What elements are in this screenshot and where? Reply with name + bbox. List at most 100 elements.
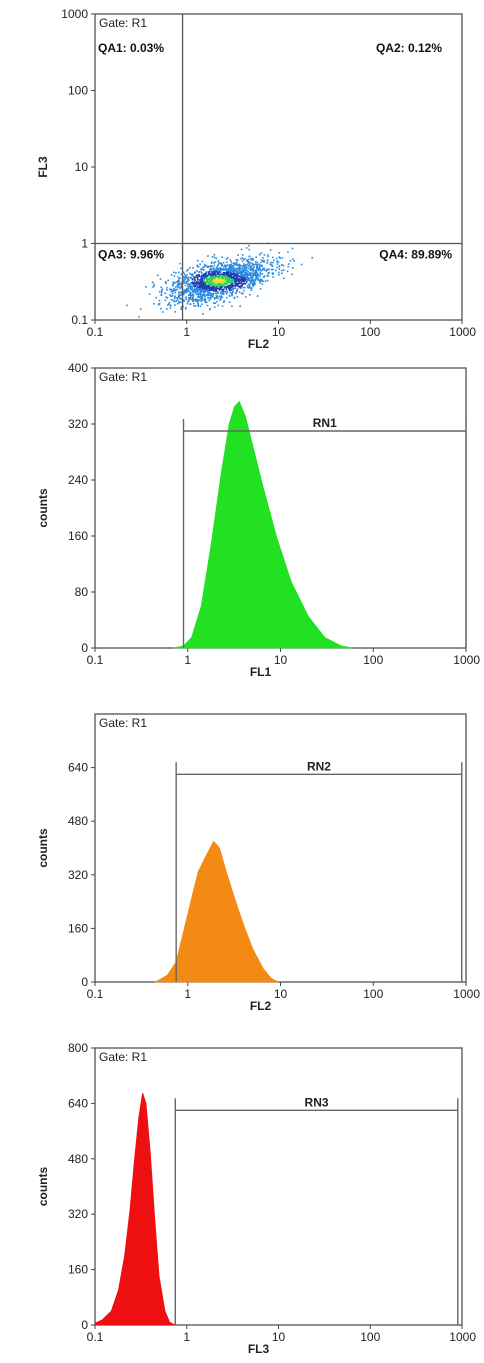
scatter-point xyxy=(190,273,192,275)
scatter-point xyxy=(235,274,237,277)
x-tick-label: 100 xyxy=(360,325,380,339)
scatter-point xyxy=(246,285,249,287)
quadrant-label-3: QA3: 9.96% xyxy=(98,248,164,262)
histogram-area xyxy=(173,400,353,649)
scatter-point xyxy=(159,278,162,280)
scatter-point xyxy=(187,296,190,299)
scatter-point xyxy=(176,302,179,305)
scatter-point xyxy=(178,294,180,297)
scatter-point xyxy=(199,268,202,271)
scatter-point xyxy=(213,253,216,256)
scatter-point xyxy=(178,278,180,280)
scatter-point xyxy=(247,283,250,286)
scatter-point xyxy=(242,276,244,279)
x-tick-label: 100 xyxy=(360,1330,380,1344)
scatter-point xyxy=(174,304,176,306)
scatter-point xyxy=(166,308,168,310)
scatter-point xyxy=(199,295,202,298)
scatter-point xyxy=(197,303,199,306)
scatter-point xyxy=(218,279,221,282)
scatter-point xyxy=(230,273,233,275)
x-tick-label: 10 xyxy=(272,1330,286,1344)
scatter-point xyxy=(210,270,213,272)
scatter-point xyxy=(311,256,313,259)
scatter-point xyxy=(227,274,229,277)
scatter-point xyxy=(176,283,179,286)
scatter-point xyxy=(153,283,155,285)
scatter-point xyxy=(196,284,198,286)
scatter-point xyxy=(218,274,221,276)
scatter-point xyxy=(210,276,213,279)
scatter-point xyxy=(255,273,258,275)
scatter-point xyxy=(173,287,175,290)
scatter-point xyxy=(184,306,187,309)
scatter-point xyxy=(188,279,190,282)
scatter-point xyxy=(195,299,197,302)
scatter-point xyxy=(191,278,194,280)
scatter-point xyxy=(195,282,198,285)
scatter-point xyxy=(269,263,271,266)
scatter-point xyxy=(245,275,247,277)
scatter-point xyxy=(233,297,236,299)
scatter-point xyxy=(228,287,231,289)
scatter-point xyxy=(261,273,264,275)
scatter-point xyxy=(203,280,205,283)
scatter-point xyxy=(164,292,166,294)
scatter-point xyxy=(214,292,217,294)
scatter-point xyxy=(230,271,233,273)
scatter-point xyxy=(246,281,248,283)
scatter-point xyxy=(176,297,178,299)
scatter-point xyxy=(191,285,193,288)
scatter-point xyxy=(266,259,269,261)
scatter-point xyxy=(255,256,257,258)
quadrant-label-2: QA2: 0.12% xyxy=(376,41,442,55)
scatter-point xyxy=(170,291,173,293)
scatter-point xyxy=(234,278,236,280)
scatter-point xyxy=(237,254,239,256)
scatter-point xyxy=(188,285,190,288)
scatter-point xyxy=(192,289,194,291)
scatter-point xyxy=(232,268,234,270)
scatter-point xyxy=(259,253,261,256)
scatter-point xyxy=(249,272,251,274)
scatter-point xyxy=(229,287,232,289)
scatter-point xyxy=(207,278,210,280)
scatter-point xyxy=(242,279,244,281)
scatter-point xyxy=(240,282,242,285)
scatter-point xyxy=(226,271,229,274)
scatter-point xyxy=(215,287,218,290)
scatter-point xyxy=(210,296,212,299)
scatter-point xyxy=(253,274,255,276)
scatter-point xyxy=(197,281,200,283)
scatter-point xyxy=(180,273,183,276)
scatter-point xyxy=(197,265,200,268)
scatter-point xyxy=(236,272,238,274)
scatter-point xyxy=(220,295,222,297)
x-axis-label: FL2 xyxy=(248,337,270,351)
scatter-point xyxy=(253,282,256,284)
scatter-point xyxy=(179,291,182,293)
scatter-point xyxy=(245,265,247,267)
scatter-point xyxy=(170,295,172,297)
scatter-point xyxy=(246,276,249,278)
scatter-point xyxy=(199,281,201,284)
scatter-point xyxy=(212,288,214,291)
scatter-point xyxy=(164,299,167,302)
scatter-point xyxy=(223,283,225,285)
y-tick-label: 1 xyxy=(81,237,88,251)
scatter-point xyxy=(203,293,205,296)
scatter-point xyxy=(244,258,246,260)
scatter-point xyxy=(218,276,220,279)
scatter-point xyxy=(199,286,202,289)
scatter-point xyxy=(200,271,202,273)
scatter-point xyxy=(126,304,128,307)
scatter-point xyxy=(260,269,263,272)
scatter-point xyxy=(166,297,169,299)
scatter-point xyxy=(188,294,190,296)
scatter-point xyxy=(260,264,263,267)
scatter-point xyxy=(175,300,177,302)
scatter-point xyxy=(180,267,182,270)
scatter-point xyxy=(186,290,188,293)
scatter-point xyxy=(219,276,222,278)
scatter-point xyxy=(216,268,218,270)
